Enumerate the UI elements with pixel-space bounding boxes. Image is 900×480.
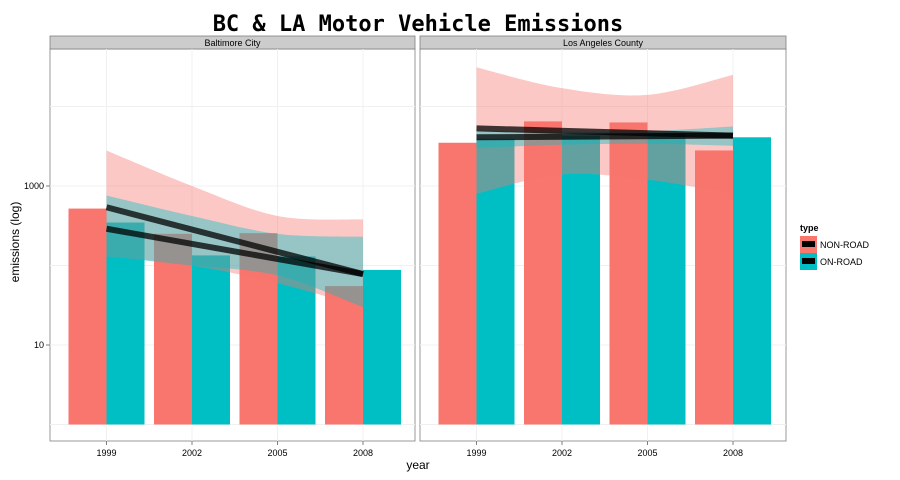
bar — [562, 135, 600, 425]
x-tick-label: 2005 — [637, 448, 657, 458]
y-tick-label: 1000 — [24, 181, 44, 191]
legend-line-swatch — [802, 258, 815, 264]
x-tick-label: 2002 — [552, 448, 572, 458]
bar — [277, 256, 316, 425]
y-tick-label: 10 — [34, 340, 44, 350]
trend-line — [105, 204, 364, 277]
x-tick-label: 2005 — [267, 448, 287, 458]
legend-title: type — [800, 223, 819, 233]
bar — [524, 121, 562, 425]
strip-background — [49, 35, 416, 50]
y-axis-title: emissions (log) — [8, 202, 22, 283]
legend-label: NON-ROAD — [820, 240, 869, 250]
chart-title: BC & LA Motor Vehicle Emissions — [213, 12, 624, 37]
facet-panel: Los Angeles County 1999 2002 2005 2008 — [419, 35, 787, 458]
bar — [647, 133, 686, 425]
trend-line — [476, 132, 734, 141]
bar — [106, 222, 145, 425]
bar — [438, 142, 477, 425]
confidence-band — [106, 150, 363, 308]
strip-label: Los Angeles County — [563, 38, 644, 48]
strip-label: Baltimore City — [204, 38, 261, 48]
bar — [476, 138, 515, 425]
facet-panels: Baltimore City 1999 2002 2005 2008 10 1000 Los … — [24, 35, 787, 458]
bar — [192, 255, 230, 425]
bar — [363, 269, 401, 425]
bar — [695, 150, 733, 425]
x-tick-label: 2008 — [723, 448, 743, 458]
legend: type NON-ROAD ON-ROAD — [800, 223, 869, 270]
strip-background — [419, 35, 787, 50]
bar — [239, 233, 278, 425]
facet-panel: Baltimore City 1999 2002 2005 2008 10 1000 — [24, 35, 416, 458]
bar — [154, 233, 192, 425]
bar — [733, 137, 771, 425]
x-tick-label: 1999 — [466, 448, 486, 458]
legend-line-swatch — [802, 241, 815, 247]
legend-label: ON-ROAD — [820, 257, 863, 267]
bar — [325, 286, 363, 425]
x-tick-label: 2002 — [182, 448, 202, 458]
x-tick-label: 1999 — [96, 448, 116, 458]
trend-line — [105, 225, 364, 278]
x-tick-label: 2008 — [353, 448, 373, 458]
bar — [68, 208, 107, 425]
x-axis-title: year — [406, 458, 429, 472]
bar — [609, 122, 648, 425]
